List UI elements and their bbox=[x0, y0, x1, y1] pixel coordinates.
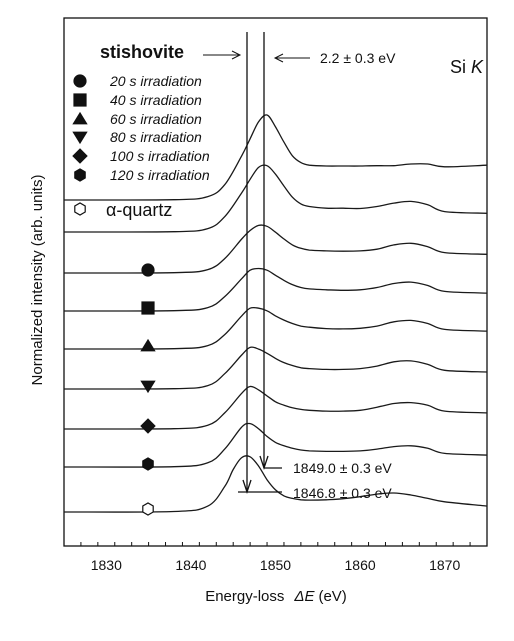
series-markers bbox=[140, 263, 156, 516]
spectra bbox=[63, 114, 488, 513]
spectrum-curve bbox=[63, 267, 488, 312]
spectrum-curve bbox=[63, 346, 488, 390]
peak-lines bbox=[238, 32, 282, 495]
x-ticks: 1830 1840 1850 1860 1870 bbox=[63, 542, 488, 573]
hexagon-marker bbox=[74, 202, 86, 216]
diamond-marker bbox=[140, 418, 156, 434]
x-tick-label: 1840 bbox=[175, 557, 206, 573]
x-axis-title: Energy-loss ΔE (eV) bbox=[205, 588, 347, 605]
spectrum-curve bbox=[63, 114, 488, 201]
hexagon-marker bbox=[142, 457, 154, 471]
legend-label: 20 s irradiation bbox=[109, 73, 202, 89]
hexagon-marker bbox=[142, 502, 154, 516]
x-tick-label: 1860 bbox=[345, 557, 376, 573]
square-marker bbox=[73, 93, 87, 107]
shift-arrow bbox=[273, 53, 310, 63]
legend-label: 80 s irradiation bbox=[110, 129, 202, 145]
legend-label: 60 s irradiation bbox=[110, 111, 202, 127]
peak-annotation-1849: 1849.0 ± 0.3 eV bbox=[293, 460, 392, 476]
circle-marker bbox=[141, 263, 155, 277]
shift-label: 2.2 ± 0.3 eV bbox=[320, 50, 396, 66]
legend-label: 40 s irradiation bbox=[110, 92, 202, 108]
spectrum-curve bbox=[63, 385, 488, 430]
legend-label: 120 s irradiation bbox=[110, 167, 210, 183]
triangle-up-marker bbox=[72, 111, 88, 125]
edge-label: Si K bbox=[450, 57, 484, 77]
x-tick-label: 1870 bbox=[429, 557, 460, 573]
circle-marker bbox=[73, 74, 87, 88]
hexagon-marker bbox=[74, 168, 86, 182]
stishovite-arrow bbox=[203, 50, 242, 60]
plot-frame bbox=[63, 17, 488, 547]
x-tick-label: 1850 bbox=[260, 557, 291, 573]
legend-label: α-quartz bbox=[106, 200, 172, 220]
y-axis-title: Normalized intensity (arb. units) bbox=[29, 175, 46, 386]
square-marker bbox=[141, 301, 155, 315]
diamond-marker bbox=[72, 148, 88, 164]
legend: 20 s irradiation 40 s irradiation 60 s irr… bbox=[72, 73, 210, 220]
spectrum-curve bbox=[63, 422, 488, 468]
x-tick-label: 1830 bbox=[91, 557, 122, 573]
spectrum-curve bbox=[63, 455, 488, 513]
spectrum-curve bbox=[63, 306, 488, 350]
stishovite-label: stishovite bbox=[100, 42, 184, 62]
spectrum-curve bbox=[63, 164, 488, 233]
spectrum-curve bbox=[63, 224, 488, 274]
legend-label: 100 s irradiation bbox=[110, 148, 210, 164]
peak-annotation-1846: 1846.8 ± 0.3 eV bbox=[293, 485, 392, 501]
triangle-down-marker bbox=[140, 380, 156, 394]
triangle-down-marker bbox=[72, 131, 88, 145]
triangle-up-marker bbox=[140, 338, 156, 352]
